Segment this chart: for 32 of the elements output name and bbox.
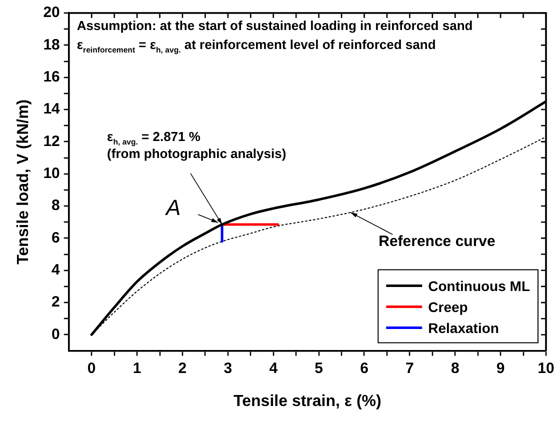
y-axis-title: Tensile load, V (kN/m) [15,99,32,264]
legend-label: Continuous ML [428,278,530,294]
x-tick-label: 3 [224,360,232,377]
y-tick-label: 12 [43,132,60,150]
y-tick-label: 16 [43,68,60,86]
y-tick-label: 2 [52,294,60,311]
y-tick-label: 0 [52,326,60,343]
annotation: Assumption: at the start of sustained loading in reinforced sand [76,18,473,34]
y-tick-label: 18 [43,36,60,54]
annotation: A [166,194,181,220]
annotation: ε$_{reinforcement}$ = ε$_{h, avg.}$ at reinforcement level of reinforced sand [76,37,436,56]
x-axis-title: Tensile strain, ε (%) [234,392,382,410]
x-tick-label: 7 [406,360,414,377]
x-tick-label: 4 [269,360,278,377]
y-tick-label: 4 [52,262,61,279]
annotation: Reference curve [378,233,496,251]
y-tick-label: 8 [52,197,60,214]
x-tick-label: 0 [87,360,96,377]
y-tick-label: 6 [52,229,60,246]
y-tick-label: 14 [43,100,61,118]
legend-label: Creep [428,298,468,315]
x-tick-label: 5 [314,360,323,377]
x-tick-label: 8 [450,360,460,377]
annotation: ε$_{h, avg.}$ = 2.871 % (from photographic analysis) [107,128,286,162]
x-tick-label: 6 [360,360,368,377]
x-tick-label: 10 [538,360,554,377]
x-tick-label: 1 [132,360,142,377]
x-tick-label: 9 [496,360,505,377]
y-tick-label: 20 [43,4,60,22]
legend-label: Relaxation [428,320,499,336]
x-tick-label: 2 [178,360,187,377]
y-tick-label: 10 [43,165,60,182]
